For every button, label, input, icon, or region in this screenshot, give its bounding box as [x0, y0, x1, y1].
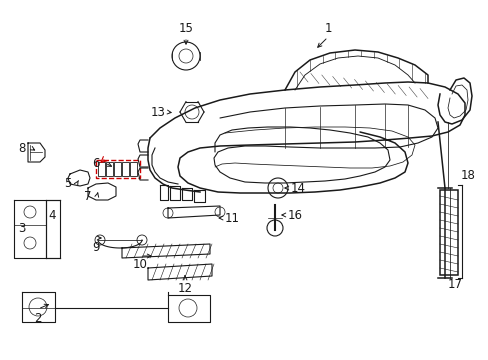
Text: 12: 12 [177, 282, 192, 294]
Text: 13: 13 [150, 105, 165, 118]
Bar [98, 162, 105, 176]
Text: 3: 3 [18, 221, 26, 234]
Text: 9: 9 [92, 240, 100, 253]
Bar [106, 162, 113, 176]
Text: 17: 17 [447, 279, 462, 292]
Text: 14: 14 [290, 181, 305, 194]
Text: 15: 15 [178, 22, 193, 35]
Text: 1: 1 [324, 22, 331, 35]
Bar [122, 162, 129, 176]
Text: 2: 2 [34, 311, 41, 324]
Text: 16: 16 [287, 208, 302, 221]
Bar [439, 190, 457, 275]
Text: 18: 18 [460, 168, 474, 181]
Text: 8: 8 [18, 141, 26, 154]
Text: 7: 7 [84, 189, 92, 202]
Text: 11: 11 [224, 212, 239, 225]
Bar [130, 162, 137, 176]
Bar [114, 162, 121, 176]
Text: 4: 4 [48, 208, 56, 221]
Text: 6: 6 [92, 157, 100, 170]
Text: 10: 10 [132, 258, 147, 271]
Text: 5: 5 [64, 176, 72, 189]
Bar [96, 160, 140, 178]
